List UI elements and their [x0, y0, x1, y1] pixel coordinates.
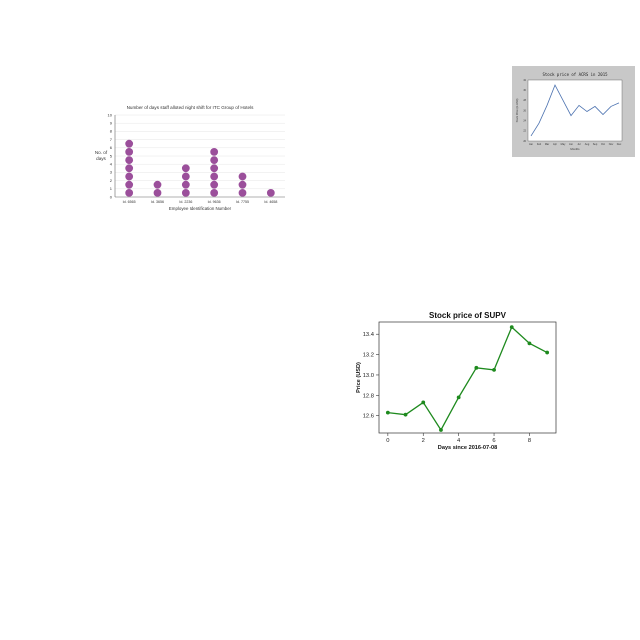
acrs-chart-svg: Stock price of ACRS in 2015 20 22 24 26 28 30 3…: [515, 72, 623, 151]
y-axis-label: Price (USD): [356, 362, 362, 393]
y-tick-label: 13.0: [363, 373, 374, 379]
x-tick-label: Nov: [609, 143, 614, 146]
chart-title: Number of days staff alloted night shift…: [127, 105, 255, 110]
y-tick-label: 8: [110, 129, 113, 134]
y-tick-label: 12.8: [363, 393, 374, 399]
data-dot: [210, 180, 219, 189]
supv-stock-chart: Stock price of SUPV 12.6 12.8 13.0 13.2 13.4 0…: [350, 305, 565, 455]
x-tick-label: 2: [422, 438, 425, 444]
data-dot: [125, 148, 134, 156]
y-tick-label: 13.2: [363, 353, 374, 359]
data-dot: [210, 164, 219, 173]
y-tick-label: 20: [523, 140, 526, 143]
data-point: [385, 410, 390, 415]
data-dot: [181, 180, 190, 189]
x-tick-label: Apr: [553, 143, 557, 146]
acrs-stock-chart: Stock price of ACRS in 2015 20 22 24 26 28 30 3…: [512, 66, 635, 157]
data-dot: [125, 164, 134, 173]
y-tick-label: 22: [523, 130, 526, 133]
data-point: [456, 395, 461, 400]
data-point: [474, 365, 479, 370]
y-tick-label: 12.6: [363, 414, 374, 420]
data-dot: [153, 189, 162, 197]
x-tick-label: Jul: [577, 143, 581, 146]
x-tick-label: Id. 4658: [264, 200, 277, 204]
y-tick-label: 13.4: [363, 332, 375, 338]
data-point: [403, 412, 408, 417]
data-point: [492, 367, 496, 372]
x-tick-label: Jan: [529, 143, 534, 146]
y-tick-label: 7: [110, 137, 113, 142]
y-tick-label: 4: [110, 162, 113, 167]
x-tick-label: Sep: [593, 143, 598, 146]
supv-chart-svg: Stock price of SUPV 12.6 12.8 13.0 13.2 13.4 0…: [356, 311, 557, 451]
x-tick-label: Id. 9636: [208, 200, 221, 204]
y-tick-label: 1: [110, 186, 113, 191]
x-tick-label: 4: [457, 438, 461, 444]
x-tick-label: 0: [386, 438, 389, 444]
data-dot: [238, 189, 247, 197]
y-tick-label: 26: [523, 109, 526, 112]
x-tick-label: May: [561, 143, 566, 146]
y-tick-label: 6: [110, 145, 113, 150]
x-tick-label: Mar: [545, 143, 549, 146]
chart-title: Stock price of ACRS in 2015: [542, 72, 608, 77]
y-tick-label: 10: [108, 112, 113, 117]
data-dot: [125, 156, 134, 164]
data-dot: [181, 189, 190, 197]
x-tick-label: Dec: [617, 143, 622, 146]
data-dot: [125, 180, 134, 189]
data-dot: [125, 189, 134, 197]
x-tick-label: 6: [492, 438, 495, 444]
data-point: [545, 350, 550, 355]
x-tick-label: Id. 6565: [123, 200, 136, 204]
x-tick-label: 8: [528, 438, 531, 444]
data-dot: [153, 180, 162, 189]
y-tick-label: 2: [110, 178, 113, 183]
night-shift-chart-svg: Number of days staff alloted night shift…: [95, 105, 285, 211]
data-dot: [181, 172, 190, 181]
y-axis-label: No. of: [95, 150, 108, 155]
series-line: [387, 325, 548, 432]
y-tick-label: 30: [523, 89, 526, 92]
data-dot: [210, 172, 219, 181]
data-dot: [181, 164, 190, 173]
x-tick-label: Aug: [585, 143, 590, 146]
data-point: [439, 428, 443, 432]
x-axis-label: Days since 2016-07-08: [438, 445, 497, 451]
x-tick-label: Feb: [537, 143, 542, 146]
y-tick-label: 0: [110, 194, 113, 199]
x-axis-label: Employee Identification Number: [169, 206, 232, 211]
data-point: [527, 341, 532, 346]
x-tick-label: Id. 3656: [151, 200, 164, 204]
data-dot: [238, 180, 247, 189]
data-dot: [125, 139, 134, 148]
chart-title: Stock price of SUPV: [429, 311, 507, 320]
y-tick-label: 9: [110, 121, 113, 126]
y-axis-label: days: [96, 156, 106, 161]
y-tick-label: 5: [110, 153, 113, 158]
y-tick-label: 24: [523, 119, 526, 122]
data-point: [509, 325, 514, 329]
y-axis-label: Stock Price (in USD): [515, 98, 519, 122]
x-tick-label: Jun: [569, 143, 574, 146]
x-tick-label: Id. 2236: [179, 200, 192, 204]
data-dot: [266, 189, 275, 197]
data-dot: [210, 156, 219, 164]
night-shift-dot-chart: Number of days staff alloted night shift…: [90, 100, 290, 218]
data-dot: [210, 189, 219, 197]
series-line: [530, 84, 620, 137]
data-dot: [210, 148, 219, 156]
y-tick-label: 3: [110, 170, 113, 175]
x-tick-label: Oct: [601, 143, 605, 146]
y-tick-label: 28: [523, 99, 526, 102]
data-point: [421, 400, 426, 405]
data-dot: [238, 172, 247, 181]
x-tick-label: Id. 7755: [236, 200, 249, 204]
data-dot: [125, 172, 134, 181]
y-tick-label: 32: [523, 79, 526, 82]
x-axis-label: Months: [570, 147, 580, 151]
